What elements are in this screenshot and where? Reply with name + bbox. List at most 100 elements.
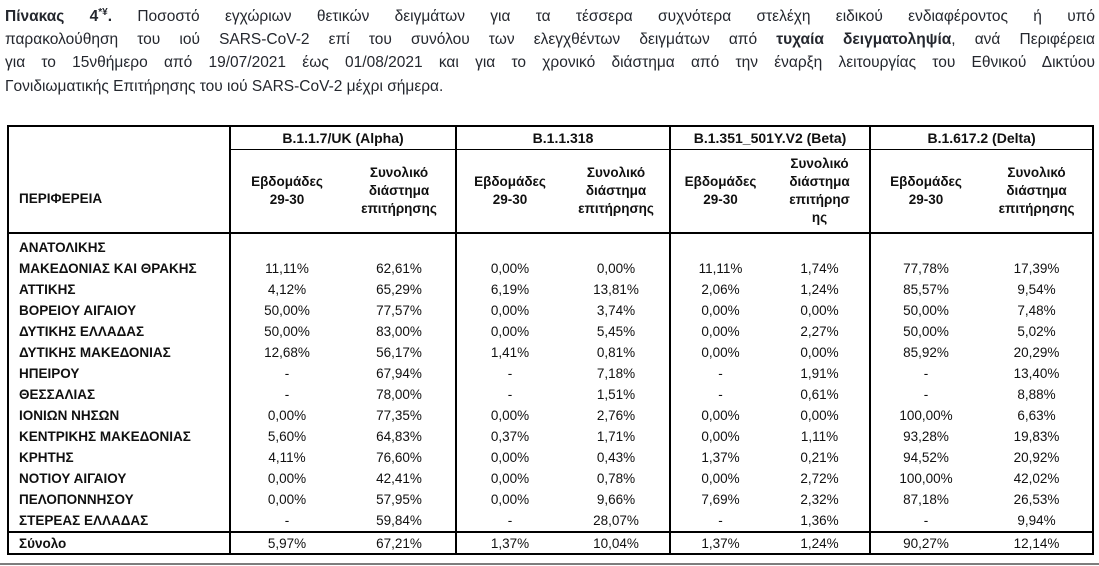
value-cell: - <box>718 366 723 381</box>
value-cell: 11,11% <box>265 261 309 276</box>
value-cell: 9,66% <box>563 489 672 510</box>
value-cell: 3,74% <box>563 300 672 321</box>
value-cell: 94,52% <box>903 450 949 465</box>
value-cell: - <box>507 513 513 528</box>
subheader-b11318-weeks: Εβδομάδες 29-30 <box>456 149 564 234</box>
total-row: Σύνολο 5,97% 67,21% 1,37% 10,04% 1,37% 1… <box>8 531 1094 554</box>
region-cell: ΝΟΤΙΟΥ ΑΙΓΑΙΟΥ <box>8 468 231 489</box>
table-row: ΚΡΗΤΗΣ 4,11% 76,60% 0,00% 0,43% 1,37% 0,21% 94,… <box>8 447 1093 468</box>
caption-line-1: Πίνακας 4*¥. Ποσοστό εγχώριων θετικών δε… <box>5 6 1095 25</box>
region-cell: ΒΟΡΕΙΟΥ ΑΙΓΑΙΟΥ <box>8 300 231 321</box>
total-value-cell: 10,04% <box>563 531 672 554</box>
value-cell: 0,00% <box>490 261 530 276</box>
value-cell: 19,83% <box>1013 429 1060 444</box>
value-cell: 0,00% <box>701 303 740 318</box>
value-cell: - <box>284 366 290 381</box>
value-cell: 6,19% <box>490 282 530 297</box>
subheader-alpha-total: Συνολικό διάστημα επιτήρησης <box>343 149 458 234</box>
caption-line-2: παρακολούθηση του ιού SARS-CoV-2 επί του… <box>5 31 1095 49</box>
value-cell: 1,74% <box>770 233 872 279</box>
caption-footnote-marker: *¥ <box>98 6 108 18</box>
table-caption: Πίνακας 4*¥. Ποσοστό εγχώριων θετικών δε… <box>5 5 1095 98</box>
table-row: ΝΟΤΙΟΥ ΑΙΓΑΙΟΥ 0,00% 42,41% 0,00% 0,78% 0,00%… <box>8 468 1093 489</box>
region-cell: ΘΕΣΣΑΛΙΑΣ <box>8 384 231 405</box>
value-cell: 1,37% <box>701 450 740 465</box>
value-cell: 85,57% <box>903 282 949 297</box>
table-row: ΒΟΡΕΙΟΥ ΑΙΓΑΙΟΥ 50,00% 77,57% 0,00% 3,74% 0,0… <box>8 300 1093 321</box>
value-cell: 13,81% <box>563 279 672 300</box>
value-cell: - <box>923 513 929 528</box>
value-cell: 56,17% <box>343 342 458 363</box>
value-cell: 0,00% <box>490 408 530 423</box>
value-cell: 0,00% <box>701 429 740 444</box>
value-cell: 2,72% <box>770 468 872 489</box>
region-cell: ΑΝΑΤΟΛΙΚΗΣ ΜΑΚΕΔΟΝΙΑΣ ΚΑΙ ΘΡΑΚΗΣ <box>8 233 231 279</box>
value-cell: 20,92% <box>1013 450 1060 465</box>
value-cell: 85,92% <box>903 345 949 360</box>
region-cell: ΚΡΗΤΗΣ <box>8 447 231 468</box>
value-cell: 0,00% <box>701 471 740 486</box>
value-cell: 1,71% <box>563 426 672 447</box>
table-row: ΙΟΝΙΩΝ ΝΗΣΩΝ 0,00% 77,35% 0,00% 2,76% 0,00% 0,… <box>8 405 1093 426</box>
caption-line-3: για το 15νθήμερο από 19/07/2021 έως 01/0… <box>5 54 1095 72</box>
value-cell: 0,81% <box>563 342 672 363</box>
region-cell: ΗΠΕΙΡΟΥ <box>8 363 231 384</box>
value-cell: 83,00% <box>343 321 458 342</box>
total-value-cell: 1,24% <box>770 531 872 554</box>
variant-group-row: ΠΕΡΙΦΕΡΕΙΑ B.1.1.7/UK (Alpha) B.1.1.318 … <box>8 126 1094 234</box>
value-cell: 0,00% <box>267 471 307 486</box>
value-cell: 100,00% <box>899 408 953 423</box>
value-cell: 2,06% <box>701 282 740 297</box>
table-row: ΑΝΑΤΟΛΙΚΗΣ ΜΑΚΕΔΟΝΙΑΣ ΚΑΙ ΘΡΑΚΗΣ 11,11% 62… <box>8 233 1093 279</box>
value-cell: 0,00% <box>490 303 530 318</box>
value-cell: 0,21% <box>770 447 872 468</box>
subheader-row: Εβδομάδες 29-30 Συνολικό διάστημα επιτήρ… <box>8 149 1094 234</box>
value-cell: 4,12% <box>267 282 307 297</box>
value-cell: - <box>284 513 290 528</box>
table-header: ΠΕΡΙΦΕΡΕΙΑ B.1.1.7/UK (Alpha) B.1.1.318 … <box>8 126 1094 234</box>
total-value-cell: 1,37% <box>670 531 771 554</box>
region-cell: ΠΕΛΟΠΟΝΝΗΣΟΥ <box>8 489 231 510</box>
group-header-alpha: B.1.1.7/UK (Alpha) <box>230 126 458 150</box>
value-cell: 0,00% <box>267 408 307 423</box>
value-cell: 28,07% <box>563 510 672 532</box>
value-cell: 1,36% <box>770 510 872 532</box>
value-cell: 0,78% <box>563 468 672 489</box>
group-header-b11318: B.1.1.318 <box>456 126 672 150</box>
value-cell: 0,00% <box>701 345 740 360</box>
value-cell: 2,27% <box>770 321 872 342</box>
value-cell: 77,35% <box>343 405 458 426</box>
caption-bold-phrase: τυχαία δειγματοληψία <box>776 31 952 49</box>
value-cell: - <box>507 366 513 381</box>
value-cell: 50,00% <box>264 324 310 339</box>
table-row: ΣΤΕΡΕΑΣ ΕΛΛΑΔΑΣ - 59,84% - 28,07% - 1,36% - 9,94… <box>8 510 1093 532</box>
page-divider-line <box>0 563 1099 565</box>
table-row: ΔΥΤΙΚΗΣ ΜΑΚΕΔΟΝΙΑΣ 12,68% 56,17% 1,41% 0,81%… <box>8 342 1093 363</box>
value-cell: 0,00% <box>701 408 740 423</box>
value-cell: 64,83% <box>343 426 458 447</box>
region-cell: ΔΥΤΙΚΗΣ ΕΛΛΑΔΑΣ <box>8 321 231 342</box>
value-cell: 0,37% <box>490 429 530 444</box>
value-cell: 26,53% <box>1013 492 1060 507</box>
value-cell: - <box>923 387 929 402</box>
value-cell: 0,61% <box>770 384 872 405</box>
value-cell: - <box>718 513 723 528</box>
value-cell: 2,76% <box>563 405 672 426</box>
value-cell: 0,00% <box>267 492 307 507</box>
total-value-cell: 5,97% <box>230 531 343 554</box>
table-row: ΚΕΝΤΡΙΚΗΣ ΜΑΚΕΔΟΝΙΑΣ 5,60% 64,83% 0,37% 1,71… <box>8 426 1093 447</box>
subheader-delta-total: Συνολικό διάστημα επιτήρησης <box>981 149 1094 234</box>
value-cell: 78,00% <box>343 384 458 405</box>
value-cell: 77,57% <box>343 300 458 321</box>
value-cell: 1,91% <box>770 363 872 384</box>
value-cell: 0,00% <box>490 471 530 486</box>
value-cell: 0,00% <box>770 342 872 363</box>
caption-line-4: Γονιδιωματικής Επιτήρησης του ιού SARS-C… <box>5 77 444 95</box>
subheader-delta-weeks: Εβδομάδες 29-30 <box>870 149 982 234</box>
value-cell: 11,11% <box>698 261 743 276</box>
group-header-beta: B.1.351_501Y.V2 (Beta) <box>670 126 872 150</box>
value-cell: 5,02% <box>1017 324 1056 339</box>
value-cell: 59,84% <box>343 510 458 532</box>
value-cell: 76,60% <box>343 447 458 468</box>
